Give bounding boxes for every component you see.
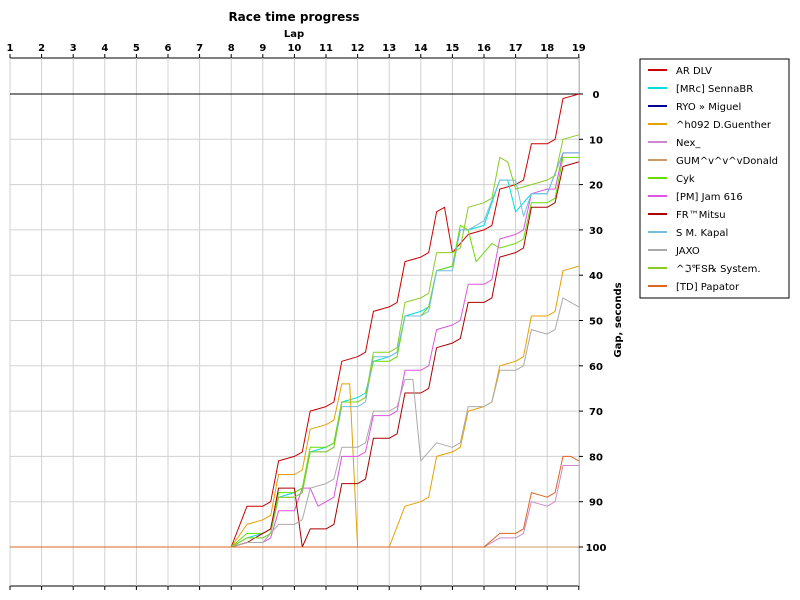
x-tick-label: 19: [572, 43, 586, 54]
legend-entry: [TD] Papator: [676, 282, 740, 293]
y-tick-label: 20: [589, 181, 603, 192]
legend-entry: GUM^v^v^vDonald: [676, 156, 778, 167]
x-tick-label: 17: [509, 43, 523, 54]
x-tick-label: 8: [228, 43, 235, 54]
y-axis-ticks: 0 10 20 30 40 50 60 70 80 90 100: [579, 90, 606, 554]
y-tick-label: 70: [589, 407, 603, 418]
x-tick-label: 6: [165, 43, 172, 54]
legend-entry: AR DLV: [676, 66, 712, 77]
y-tick-label: 40: [589, 271, 603, 282]
legend: AR DLV [MRc] SennaBR RYO » Miguel ^h092 D.G…: [639, 58, 790, 299]
y-axis-label: Gap, seconds: [613, 282, 624, 357]
chart-title: Race time progress: [228, 10, 359, 24]
legend-entry: Nex_: [676, 138, 701, 149]
series-line-8: [10, 152, 579, 548]
x-tick-label: 14: [414, 43, 428, 54]
grid: [9, 58, 580, 586]
series-line-5: [10, 465, 579, 548]
x-tick-label: 3: [70, 43, 77, 54]
series-line-1: [10, 93, 579, 548]
y-tick-label: 80: [589, 452, 603, 463]
legend-entry: [PM] Jam 616: [676, 192, 743, 203]
x-tick-label: 10: [287, 43, 301, 54]
x-tick-label: 9: [259, 43, 266, 54]
legend-entry: RYO » Miguel: [676, 102, 741, 113]
x-tick-label: 11: [319, 43, 333, 54]
series-line-11: [10, 297, 580, 548]
x-tick-label: 15: [445, 43, 459, 54]
x-axis-ticks: 1 2 3 4 5 6 7 8 9 10 11 12 13 14 15 16 17 18 19: [7, 43, 586, 590]
x-tick-label: 12: [351, 43, 365, 54]
series-line-4: [10, 265, 579, 548]
legend-entry: [MRc] SennaBR: [676, 84, 753, 95]
y-tick-label: 90: [589, 498, 603, 509]
x-tick-label: 7: [196, 43, 203, 54]
y-tick-label: 10: [589, 135, 603, 146]
legend-entry: Cyk: [676, 174, 695, 185]
series-lines: [10, 93, 580, 548]
legend-entry: ^ℑ℉Տ℞ System.: [676, 264, 761, 275]
y-tick-label: 50: [589, 317, 603, 328]
y-tick-label: 60: [589, 362, 603, 373]
legend-entry: S M. Kapal: [676, 228, 728, 239]
series-line-13: [10, 455, 580, 548]
x-tick-label: 18: [540, 43, 554, 54]
legend-entry: FR™Mitsu: [676, 210, 726, 221]
x-axis-label: Lap: [284, 29, 304, 40]
legend-entry: ^h092 D.Guenther: [676, 120, 772, 131]
x-tick-label: 5: [133, 43, 140, 54]
y-tick-label: 100: [586, 543, 607, 554]
y-tick-label: 0: [593, 90, 600, 101]
series-line-12: [10, 134, 579, 548]
legend-entry: JAXO: [675, 246, 700, 257]
x-tick-label: 4: [101, 43, 108, 54]
series-line-9: [10, 161, 579, 548]
y-tick-label: 30: [589, 226, 603, 237]
x-tick-label: 13: [382, 43, 396, 54]
x-tick-label: 16: [477, 43, 491, 54]
x-tick-label: 1: [7, 43, 14, 54]
x-tick-label: 2: [38, 43, 45, 54]
